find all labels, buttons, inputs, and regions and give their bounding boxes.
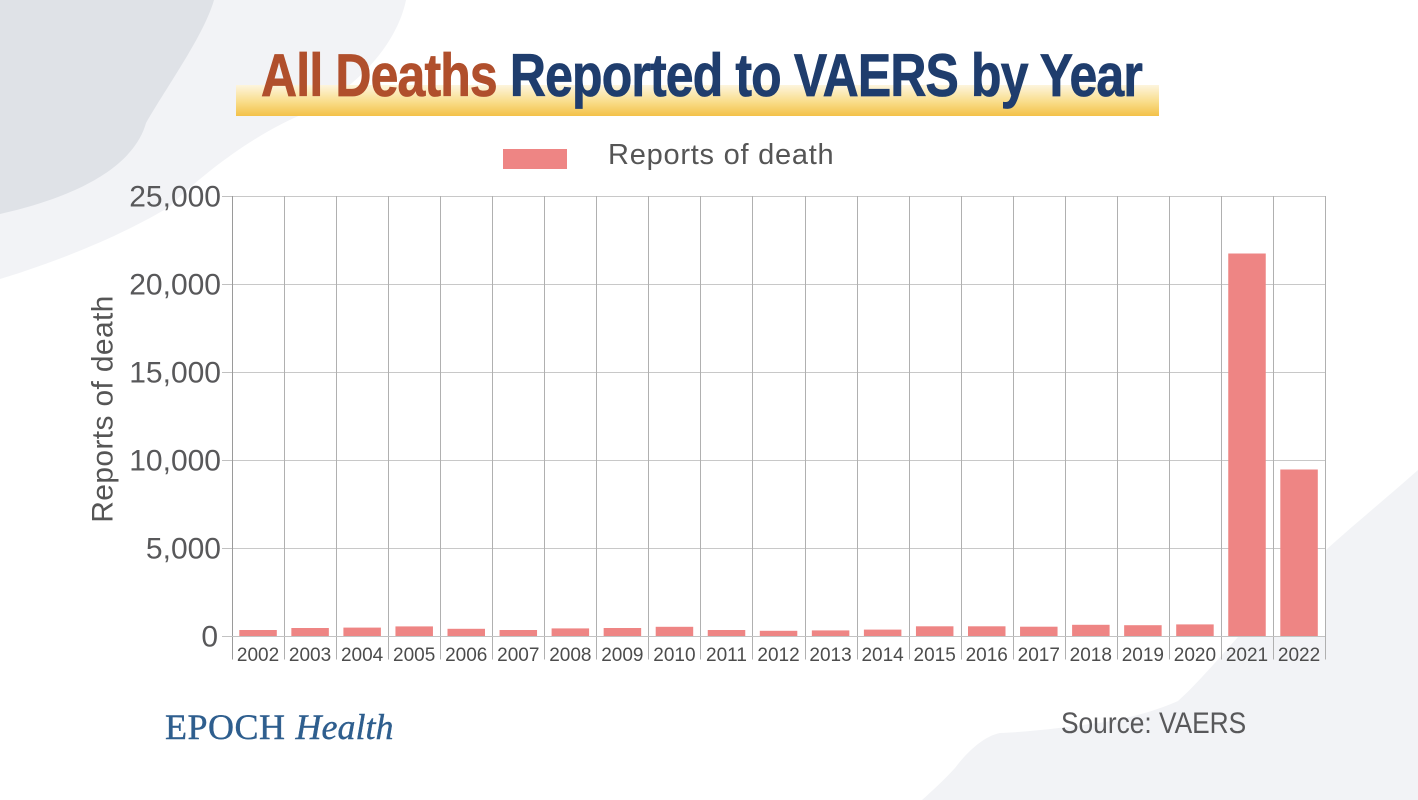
- svg-text:2005: 2005: [393, 645, 435, 666]
- svg-text:10,000: 10,000: [129, 445, 221, 478]
- svg-text:2008: 2008: [549, 645, 591, 666]
- svg-text:5,000: 5,000: [146, 533, 221, 566]
- svg-text:2011: 2011: [706, 645, 747, 666]
- svg-text:2013: 2013: [809, 645, 851, 666]
- svg-text:25,000: 25,000: [129, 181, 221, 214]
- svg-text:2020: 2020: [1174, 645, 1216, 666]
- svg-text:2018: 2018: [1070, 645, 1112, 666]
- svg-text:2019: 2019: [1122, 645, 1164, 666]
- svg-text:2021: 2021: [1226, 645, 1268, 666]
- svg-text:Reports of death: Reports of death: [86, 295, 119, 522]
- svg-text:Reports of death: Reports of death: [608, 139, 834, 171]
- svg-text:2022: 2022: [1278, 645, 1320, 666]
- svg-text:2012: 2012: [757, 645, 799, 666]
- svg-text:2016: 2016: [966, 645, 1008, 666]
- svg-text:2003: 2003: [289, 645, 331, 666]
- svg-text:20,000: 20,000: [129, 269, 221, 302]
- svg-text:2004: 2004: [341, 645, 384, 666]
- svg-text:15,000: 15,000: [129, 357, 221, 390]
- svg-text:2015: 2015: [914, 645, 956, 666]
- svg-text:2007: 2007: [497, 645, 539, 666]
- svg-text:2017: 2017: [1018, 645, 1060, 666]
- svg-text:2009: 2009: [601, 645, 643, 666]
- svg-text:0: 0: [201, 621, 218, 654]
- svg-text:2002: 2002: [237, 645, 279, 666]
- svg-text:2006: 2006: [445, 645, 487, 666]
- svg-text:2014: 2014: [861, 645, 904, 666]
- svg-text:2010: 2010: [653, 645, 695, 666]
